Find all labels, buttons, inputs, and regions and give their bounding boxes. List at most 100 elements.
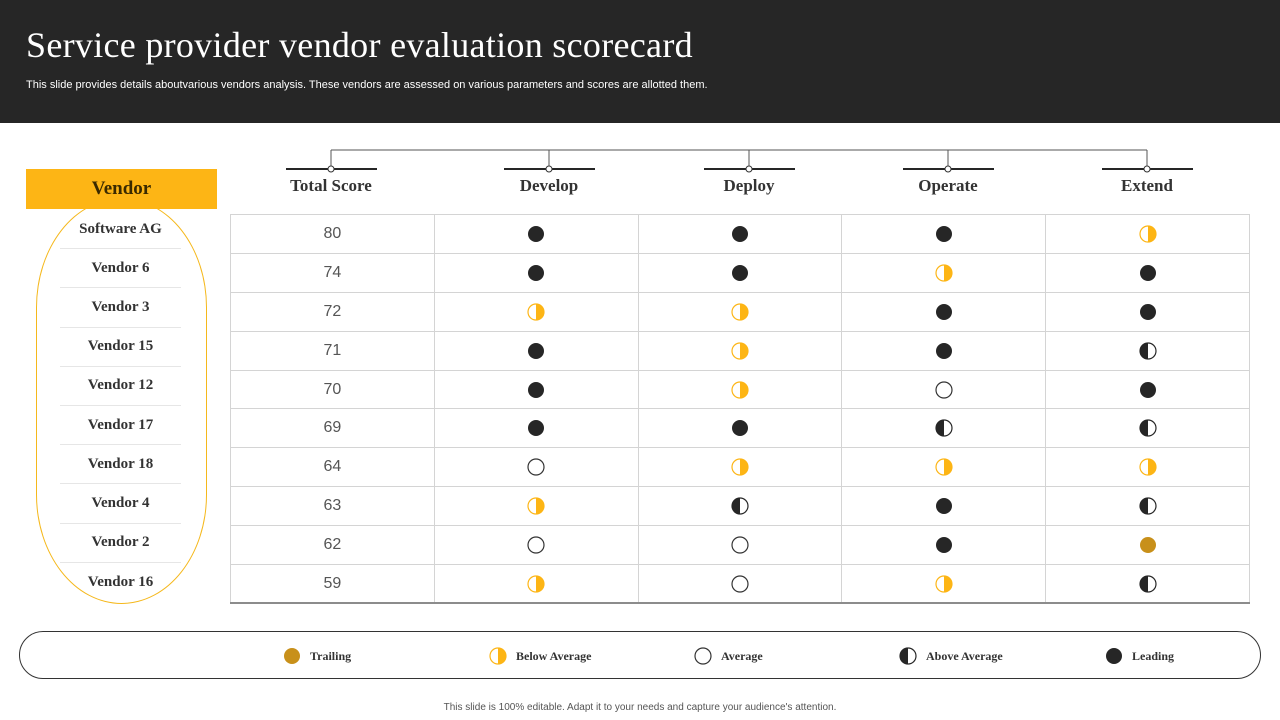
rating-cell [433, 214, 639, 254]
rating-cell [637, 408, 843, 449]
total-score-cell: 69 [230, 408, 435, 449]
rating-cell [637, 369, 843, 410]
rating-cell [637, 486, 843, 527]
leading-rating-icon [526, 420, 546, 437]
total-score-cell: 64 [230, 447, 435, 488]
below-average-rating-icon [526, 497, 546, 515]
table-row: 59 [230, 564, 1250, 605]
rating-cell [433, 564, 639, 605]
vendor-column-header: Vendor [26, 169, 217, 209]
legend-label: Average [721, 648, 763, 663]
leading-rating-icon [934, 497, 954, 515]
rating-cell [637, 330, 843, 371]
rating-cell [637, 447, 843, 488]
vendor-list: Software AG Vendor 6 Vendor 3 Vendor 15 Vend… [60, 210, 181, 602]
column-header-total-score: Total Score [290, 176, 372, 195]
total-score-cell: 74 [230, 252, 435, 293]
average-rating-icon [730, 575, 750, 593]
below-average-rating-icon [934, 264, 954, 282]
below-average-rating-icon [526, 575, 546, 593]
rating-cell [1045, 369, 1250, 410]
rating-cell [1045, 447, 1250, 488]
below-average-rating-icon [934, 575, 954, 593]
rating-cell [637, 525, 843, 566]
legend-label: Trailing [310, 648, 352, 663]
above-average-rating-icon [1138, 342, 1158, 360]
table-row: 69 [230, 408, 1250, 449]
legend-item-average: Average [693, 646, 763, 666]
rating-cell [841, 369, 1047, 410]
rating-cell [841, 214, 1047, 254]
below-average-rating-icon [730, 458, 750, 476]
legend-item-leading: Leading [1104, 646, 1174, 666]
table-row: 71 [230, 330, 1250, 371]
rating-cell [433, 291, 639, 332]
below-average-rating-icon [526, 303, 546, 321]
above-average-legend-icon [898, 646, 926, 666]
rating-cell [1045, 564, 1250, 605]
table-row: 80 [230, 214, 1250, 254]
scorecard-table: 80 74 72 71 70 69 64 63 62 59 [230, 214, 1250, 605]
leading-rating-icon [934, 536, 954, 554]
rating-cell [841, 330, 1047, 371]
table-row: 70 [230, 369, 1250, 410]
total-score-cell: 71 [230, 330, 435, 371]
total-score-cell: 72 [230, 291, 435, 332]
legend-label: Leading [1132, 648, 1175, 663]
vendor-name: Vendor 18 [60, 445, 181, 485]
vendor-name: Vendor 17 [60, 406, 181, 446]
page-subtitle: This slide provides details aboutvarious… [26, 79, 708, 91]
legend-item-above-average: Above Average [898, 646, 1003, 666]
total-score-cell: 59 [230, 564, 435, 605]
rating-cell [637, 564, 843, 605]
rating-cell [841, 564, 1047, 605]
leading-rating-icon [730, 264, 750, 281]
below-average-rating-icon [934, 458, 954, 476]
table-row: 63 [230, 486, 1250, 527]
rating-cell [841, 408, 1047, 449]
rating-cell [1045, 252, 1250, 293]
vendor-name: Vendor 12 [60, 367, 181, 406]
rating-cell [637, 291, 843, 332]
leading-rating-icon [934, 342, 954, 359]
rating-cell [1045, 214, 1250, 254]
leading-rating-icon [526, 225, 546, 242]
rating-cell [433, 486, 639, 527]
rating-cell [1045, 330, 1250, 371]
table-row: 62 [230, 525, 1250, 566]
leading-legend-icon [1104, 646, 1132, 666]
rating-cell [433, 408, 639, 449]
below-average-rating-icon [730, 380, 750, 399]
leading-rating-icon [730, 420, 750, 437]
table-row: 72 [230, 291, 1250, 332]
column-header-develop: Develop [519, 176, 579, 195]
rating-legend: Trailing Below Average Average Above Averag… [19, 631, 1261, 679]
above-average-rating-icon [730, 497, 750, 515]
leading-rating-icon [1138, 381, 1158, 398]
leading-rating-icon [526, 381, 546, 398]
below-average-rating-icon [1138, 458, 1158, 476]
trailing-legend-icon [282, 646, 310, 666]
below-average-legend-icon [488, 646, 516, 666]
total-score-cell: 80 [230, 214, 435, 254]
rating-cell [433, 525, 639, 566]
table-row: 74 [230, 252, 1250, 293]
leading-rating-icon [1138, 303, 1158, 320]
rating-cell [841, 291, 1047, 332]
rating-cell [841, 525, 1047, 566]
title-bar: Service provider vendor evaluation score… [0, 0, 1280, 123]
leading-rating-icon [730, 225, 750, 242]
average-rating-icon [934, 380, 954, 399]
vendor-name: Software AG [60, 210, 181, 250]
column-header-extend: Extend [1121, 176, 1173, 195]
rating-cell [841, 447, 1047, 488]
average-legend-icon [693, 646, 721, 666]
leading-rating-icon [526, 264, 546, 281]
rating-cell [1045, 525, 1250, 566]
leading-rating-icon [526, 342, 546, 359]
rating-cell [1045, 291, 1250, 332]
column-header-operate: Operate [918, 176, 978, 195]
above-average-rating-icon [934, 419, 954, 437]
rating-cell [433, 447, 639, 488]
above-average-rating-icon [1138, 419, 1158, 437]
